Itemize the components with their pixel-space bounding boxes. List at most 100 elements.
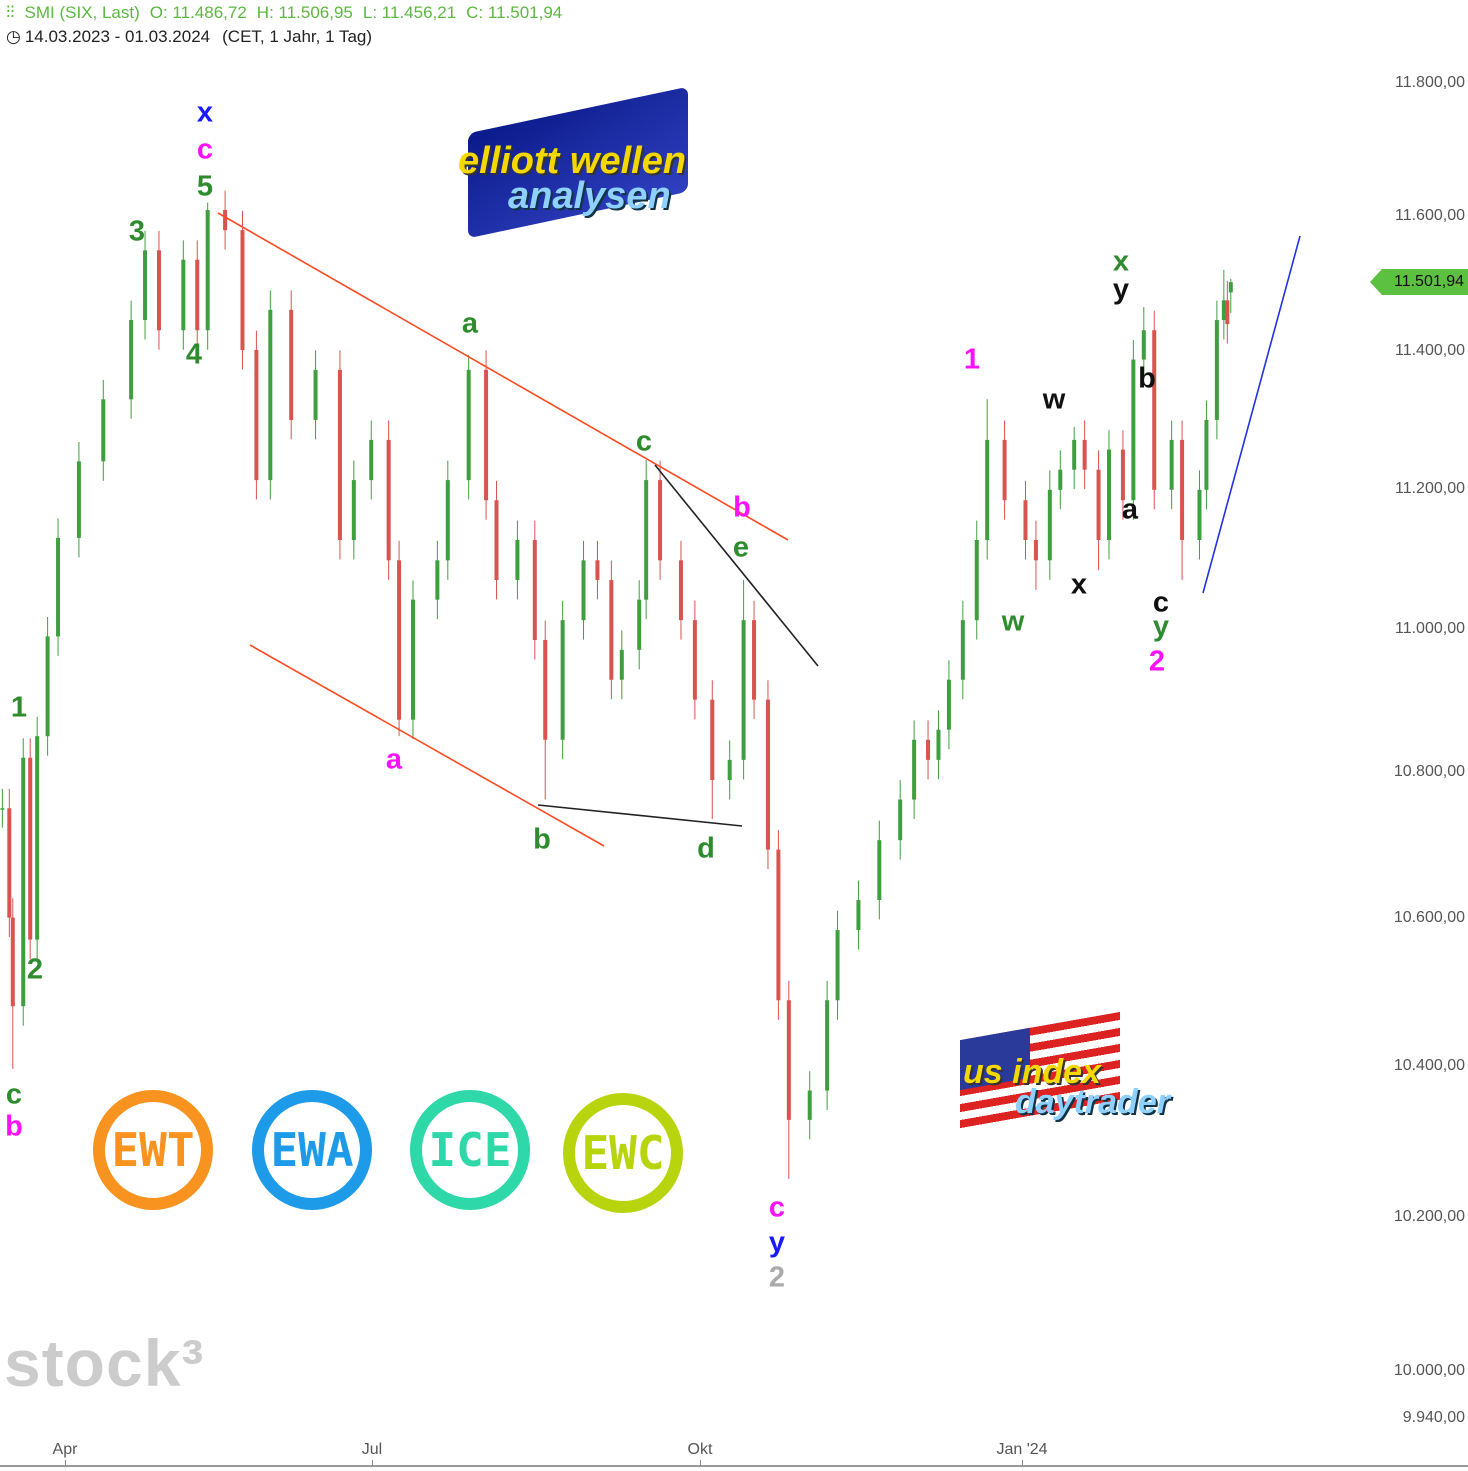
wave-label: a bbox=[385, 743, 403, 776]
wave-label: b bbox=[5, 1110, 23, 1143]
y-tick-label: 11.800,00 bbox=[1395, 74, 1465, 91]
x-tick-mark bbox=[700, 1460, 701, 1466]
candle bbox=[397, 540, 402, 737]
candle-body bbox=[1120, 449, 1125, 501]
candle-body bbox=[494, 500, 499, 580]
candle bbox=[386, 420, 391, 580]
candle bbox=[435, 540, 440, 620]
candle-body bbox=[807, 1090, 812, 1120]
candle bbox=[351, 460, 356, 560]
candle-body bbox=[411, 599, 415, 720]
candle-body bbox=[386, 439, 391, 561]
candle bbox=[45, 616, 50, 756]
candle-body bbox=[776, 849, 781, 1001]
y-tick-label: 11.000,00 bbox=[1395, 620, 1465, 638]
candle bbox=[1082, 420, 1087, 490]
candle bbox=[129, 300, 134, 419]
candle bbox=[289, 290, 294, 440]
x-tick-label: Jul bbox=[361, 1441, 383, 1458]
candle-body bbox=[313, 369, 318, 420]
candle bbox=[1204, 400, 1209, 510]
candle-body bbox=[445, 480, 450, 561]
candle-body bbox=[752, 620, 757, 700]
candle-body bbox=[835, 930, 840, 1001]
candle bbox=[1107, 430, 1111, 560]
candle bbox=[1096, 450, 1101, 571]
candle bbox=[28, 738, 33, 960]
candle bbox=[369, 420, 374, 500]
candle bbox=[7, 788, 12, 938]
candle bbox=[494, 480, 499, 600]
candle-body bbox=[143, 250, 148, 321]
candle bbox=[21, 738, 26, 1026]
logo-line-2: analysen bbox=[508, 175, 671, 217]
candle bbox=[35, 716, 40, 960]
close-value: C: 11.501,94 bbox=[466, 3, 563, 22]
y-tick-label: 11.600,00 bbox=[1395, 207, 1465, 225]
y-tick-label: 11.200,00 bbox=[1395, 480, 1465, 498]
candle bbox=[1023, 480, 1028, 560]
candle bbox=[76, 441, 81, 558]
candle-body bbox=[710, 699, 715, 781]
candle bbox=[1152, 310, 1157, 510]
candle-body bbox=[7, 808, 12, 918]
candle-body bbox=[337, 369, 342, 540]
wave-label: c bbox=[196, 133, 214, 166]
candle-body bbox=[240, 230, 245, 351]
candle-body bbox=[1072, 439, 1077, 470]
high-value: H: 11.506,95 bbox=[256, 3, 353, 22]
chart-settings[interactable]: (CET, 1 Jahr, 1 Tag) bbox=[222, 27, 373, 46]
candle-body bbox=[581, 560, 586, 621]
date-range[interactable]: 14.03.2023 - 01.03.2024 bbox=[24, 27, 211, 46]
y-tick-label: 11.400,00 bbox=[1395, 342, 1465, 360]
x-tick-mark bbox=[372, 1460, 373, 1466]
candle-body bbox=[369, 439, 374, 481]
candle-body bbox=[56, 537, 61, 637]
candle bbox=[411, 580, 415, 740]
candle bbox=[898, 780, 903, 860]
wave-label: c bbox=[1152, 586, 1170, 619]
candle-body bbox=[1228, 282, 1233, 293]
candle bbox=[644, 459, 649, 620]
candle bbox=[1180, 420, 1185, 580]
candle bbox=[56, 518, 61, 656]
candle-body bbox=[1141, 330, 1146, 360]
candle-body bbox=[765, 699, 770, 850]
candle bbox=[337, 350, 342, 560]
candle-body bbox=[532, 539, 537, 640]
candle-body bbox=[560, 620, 565, 740]
x-tick-label: Apr bbox=[52, 1441, 78, 1458]
instrument-name[interactable]: SMI (SIX, Last) bbox=[24, 3, 140, 22]
candle-body bbox=[974, 539, 979, 621]
candle bbox=[1197, 470, 1202, 560]
candle bbox=[445, 460, 450, 580]
wave-label: d bbox=[697, 832, 715, 865]
candle-body bbox=[1169, 439, 1174, 490]
candle-body bbox=[223, 209, 228, 231]
candle-body bbox=[912, 739, 917, 800]
wave-label: 3 bbox=[128, 215, 146, 248]
ohlc-header: ⫶⫶ SMI (SIX, Last) O: 11.486,72 H: 11.506,9… bbox=[6, 3, 572, 23]
wave-label: y bbox=[768, 1226, 786, 1259]
candle bbox=[313, 350, 318, 440]
low-value: L: 11.456,21 bbox=[362, 3, 457, 22]
candle-body bbox=[484, 369, 489, 501]
wave-label: x bbox=[196, 96, 214, 129]
candle-body bbox=[727, 759, 732, 781]
candle-body bbox=[926, 739, 931, 760]
candle bbox=[619, 630, 624, 700]
candle-body bbox=[543, 639, 548, 740]
candle-body bbox=[877, 840, 882, 900]
candle-body bbox=[397, 560, 402, 720]
candle bbox=[786, 980, 791, 1179]
candle-body bbox=[786, 1000, 791, 1120]
candle bbox=[776, 830, 781, 1020]
candle bbox=[825, 980, 830, 1111]
wave-label: c bbox=[5, 1078, 23, 1111]
candle-body bbox=[1131, 359, 1136, 501]
candle bbox=[727, 740, 732, 800]
candle bbox=[560, 600, 565, 760]
candle-body bbox=[1002, 439, 1007, 501]
indicator-icon[interactable]: ⫶⫶ bbox=[6, 3, 15, 22]
